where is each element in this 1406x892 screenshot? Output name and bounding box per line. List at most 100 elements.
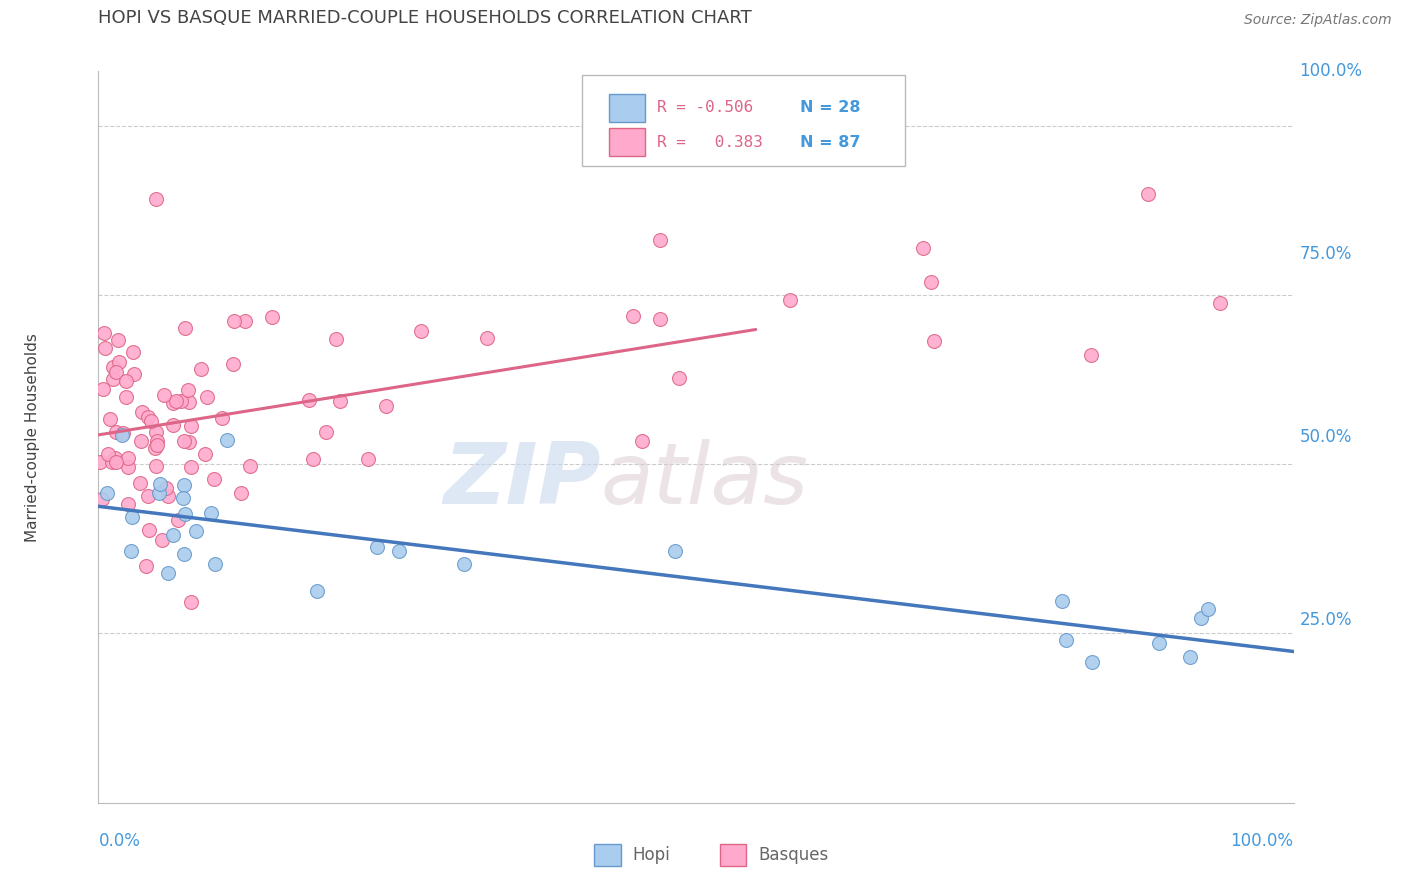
Text: 50.0%: 50.0%: [1299, 428, 1353, 446]
Point: [179, 395, 201, 409]
Point: [260, 310, 283, 324]
Text: R = -0.506: R = -0.506: [657, 100, 752, 115]
Point: [298, 393, 321, 408]
Point: [112, 426, 135, 441]
Point: [173, 547, 195, 561]
Point: [202, 472, 225, 486]
Point: [229, 486, 252, 500]
Point: [122, 367, 145, 381]
Point: [911, 241, 934, 255]
Text: N = 28: N = 28: [800, 100, 860, 115]
Point: [184, 524, 207, 538]
Point: [200, 506, 222, 520]
Point: [388, 544, 411, 558]
Point: [128, 475, 150, 490]
Point: [215, 434, 238, 448]
Point: [325, 332, 347, 346]
Point: [366, 540, 388, 554]
Point: [150, 533, 173, 547]
Point: [97, 447, 120, 461]
Point: [155, 481, 177, 495]
Point: [173, 434, 195, 448]
Point: [93, 341, 115, 355]
Point: [93, 326, 115, 341]
Point: [121, 510, 143, 524]
Text: N = 87: N = 87: [800, 135, 860, 150]
Point: [91, 382, 114, 396]
Text: Basques: Basques: [758, 847, 828, 864]
Text: 0.0%: 0.0%: [98, 832, 141, 850]
Text: 25.0%: 25.0%: [1299, 611, 1353, 629]
Point: [224, 314, 246, 328]
Point: [177, 384, 200, 398]
Point: [117, 460, 139, 475]
Point: [145, 437, 167, 451]
Point: [920, 275, 942, 289]
Point: [129, 434, 152, 448]
Point: [779, 293, 801, 307]
Point: [104, 425, 127, 439]
Point: [115, 391, 138, 405]
Point: [621, 309, 644, 323]
Point: [1050, 594, 1073, 608]
Point: [233, 314, 256, 328]
Point: [153, 388, 176, 402]
Point: [477, 331, 499, 345]
Text: HOPI VS BASQUE MARRIED-COUPLE HOUSEHOLDS CORRELATION CHART: HOPI VS BASQUE MARRIED-COUPLE HOUSEHOLDS…: [98, 10, 752, 28]
Point: [136, 409, 159, 424]
Point: [105, 455, 128, 469]
Point: [194, 447, 217, 461]
Point: [1137, 187, 1160, 202]
Point: [1197, 601, 1219, 615]
Point: [374, 399, 396, 413]
Point: [120, 544, 142, 558]
Point: [165, 394, 187, 409]
Point: [664, 543, 686, 558]
Point: [135, 558, 157, 573]
Point: [148, 486, 170, 500]
Point: [631, 434, 654, 449]
Point: [104, 365, 127, 379]
Point: [173, 507, 195, 521]
Point: [195, 390, 218, 404]
Point: [204, 557, 226, 571]
Point: [1081, 656, 1104, 670]
Point: [104, 450, 127, 465]
Point: [136, 489, 159, 503]
Point: [110, 428, 132, 442]
Point: [922, 334, 945, 349]
Point: [1209, 295, 1232, 310]
Point: [315, 425, 337, 439]
Text: 100.0%: 100.0%: [1299, 62, 1362, 80]
Point: [1147, 636, 1170, 650]
Text: 100.0%: 100.0%: [1230, 832, 1294, 850]
Point: [190, 362, 212, 376]
Point: [138, 523, 160, 537]
Point: [156, 566, 179, 580]
Point: [107, 333, 129, 347]
Point: [131, 405, 153, 419]
Point: [96, 486, 118, 500]
Point: [115, 374, 138, 388]
Point: [1191, 611, 1213, 625]
Point: [180, 419, 202, 434]
Point: [180, 459, 202, 474]
Point: [117, 451, 139, 466]
Point: [302, 452, 325, 467]
Point: [650, 233, 672, 247]
Point: [107, 355, 129, 369]
Text: atlas: atlas: [600, 440, 808, 523]
Point: [307, 583, 329, 598]
FancyBboxPatch shape: [609, 128, 644, 156]
Point: [173, 478, 195, 492]
Point: [145, 192, 167, 206]
Point: [239, 459, 262, 474]
Point: [117, 497, 139, 511]
Point: [145, 459, 167, 474]
Point: [122, 345, 145, 359]
Point: [211, 411, 233, 425]
Point: [174, 321, 197, 335]
Point: [139, 414, 162, 428]
Point: [409, 324, 432, 338]
Point: [172, 491, 194, 506]
